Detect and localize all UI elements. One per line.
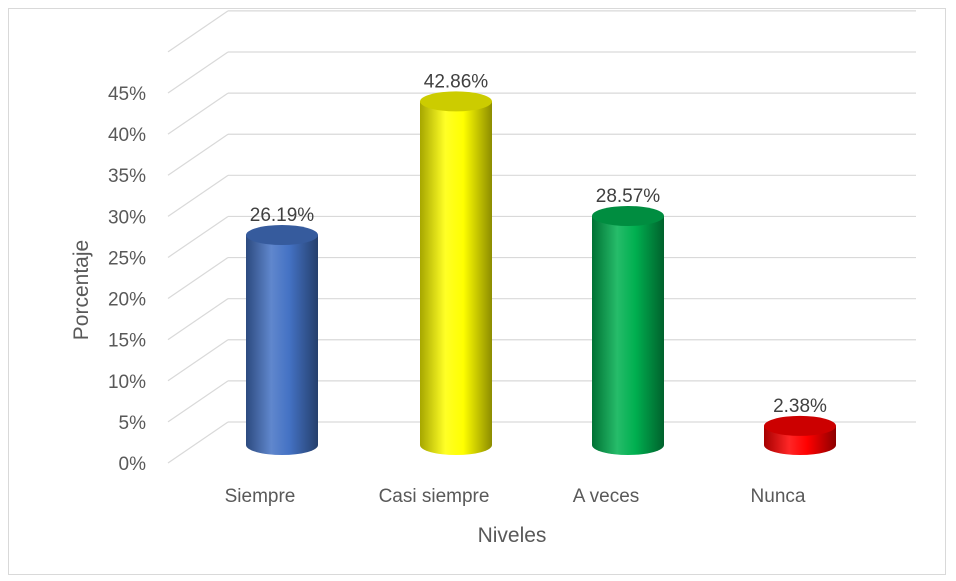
y-tick-label: 20% <box>108 290 146 311</box>
x-category-label: Nunca <box>751 486 806 507</box>
bars <box>246 91 836 455</box>
bar-body <box>420 101 492 455</box>
data-label: 28.57% <box>596 186 661 207</box>
x-axis-categories: Siempre Casi siempre A veces Nunca <box>225 486 806 507</box>
bar-top <box>764 415 836 436</box>
grid-side-line <box>167 257 229 300</box>
data-labels: 26.19% 42.86% 28.57% 2.38% <box>250 71 827 417</box>
y-tick-label: 30% <box>108 207 146 228</box>
y-tick-label: 0% <box>119 454 147 475</box>
y-tick-label: 40% <box>108 125 146 146</box>
data-label: 42.86% <box>424 71 489 92</box>
x-category-label: Siempre <box>225 486 296 507</box>
y-axis-ticks: 0% 5% 10% 15% 20% 25% 30% 35% 40% 45% <box>108 84 146 475</box>
bar-top <box>246 225 318 246</box>
grid-side-line <box>167 133 229 176</box>
grid-side-line <box>167 174 229 217</box>
data-label: 26.19% <box>250 205 315 226</box>
gridlines <box>167 10 916 464</box>
y-tick-label: 35% <box>108 166 146 187</box>
grid-side-line <box>167 421 229 464</box>
grid-side-line <box>167 298 229 341</box>
grid-side-line <box>167 339 229 382</box>
grid-side-line <box>167 51 229 94</box>
x-category-label: Casi siempre <box>379 486 490 507</box>
bar-nunca <box>764 415 836 455</box>
grid-side-line <box>167 215 229 258</box>
bar-top <box>420 91 492 112</box>
bar-siempre <box>246 225 318 455</box>
x-axis-title: Niveles <box>478 524 547 547</box>
y-tick-label: 25% <box>108 248 146 269</box>
bar-a-veces <box>592 205 664 455</box>
y-tick-label: 10% <box>108 372 146 393</box>
bar-body <box>592 215 664 455</box>
grid-side-line <box>167 380 229 423</box>
data-label: 2.38% <box>773 396 827 417</box>
y-axis-title: Porcentaje <box>70 240 93 340</box>
grid-side-line <box>167 92 229 135</box>
bar-casi-siempre <box>420 91 492 455</box>
y-tick-label: 5% <box>119 413 147 434</box>
bar-body <box>246 235 318 455</box>
y-tick-label: 45% <box>108 84 146 105</box>
x-category-label: A veces <box>573 486 640 507</box>
bar-top <box>592 205 664 226</box>
grid-side-line <box>167 10 229 53</box>
y-tick-label: 15% <box>108 331 146 352</box>
